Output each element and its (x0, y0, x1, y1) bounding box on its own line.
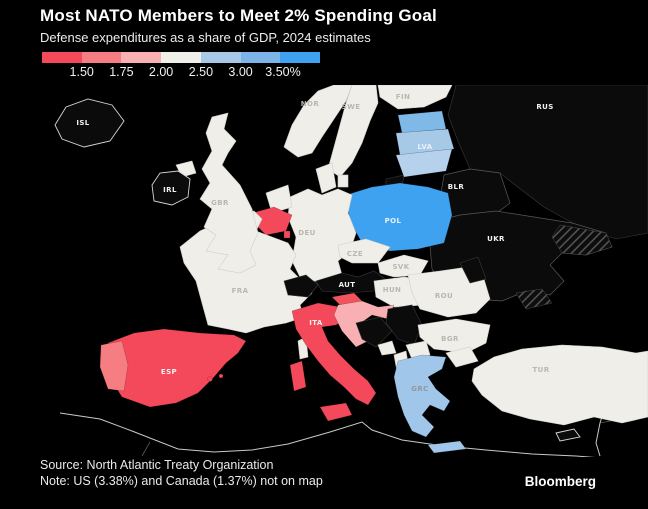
africa-border (141, 441, 151, 457)
legend-tick: 3.50% (265, 65, 301, 79)
country-bosnia (355, 316, 393, 348)
page-subtitle: Defense expenditures as a share of GDP, … (40, 30, 371, 45)
label-greece: GRC (411, 385, 428, 393)
country-norway (283, 85, 353, 158)
legend-tick: 1.75 (109, 65, 134, 79)
label-belarus: BLR (448, 183, 465, 191)
country-denmark (315, 162, 337, 194)
legend-tick: 1.50 (69, 65, 94, 79)
label-russia: RUS (536, 103, 553, 111)
country-portugal (99, 340, 129, 392)
legend-tick: 2.50 (188, 65, 214, 79)
label-finland: FIN (396, 93, 410, 101)
legend-tick: 2.00 (148, 65, 174, 79)
legend-seg-7 (280, 52, 321, 63)
label-austria: AUT (339, 281, 356, 289)
country-russia (447, 85, 648, 240)
source-line: Source: North Atlantic Treaty Organizati… (40, 458, 274, 472)
note-line: Note: US (3.38%) and Canada (1.37%) not … (40, 474, 323, 488)
country-bulgaria (417, 318, 491, 354)
legend-seg-6 (240, 52, 281, 63)
label-ukraine: UKR (487, 235, 505, 243)
ukraine-east-hatch (551, 224, 613, 256)
country-netherlands (265, 184, 293, 214)
label-latvia: LVA (417, 143, 432, 151)
country-greece (393, 354, 451, 438)
label-poland: POL (385, 217, 402, 225)
label-germany: DEU (298, 229, 315, 237)
country-greece-crete (427, 440, 467, 454)
label-czechia: CZE (347, 250, 363, 258)
label-hungary: HUN (383, 286, 402, 294)
label-ireland: IRL (163, 186, 177, 194)
country-north-macedonia (405, 340, 431, 360)
color-scale-legend: 1.50 1.75 2.00 2.50 3.00 3.50% (42, 52, 321, 81)
label-spain: ESP (161, 368, 177, 376)
country-turkey (471, 344, 648, 426)
label-sweden: SWE (342, 103, 361, 111)
country-lithuania (395, 148, 453, 178)
label-romania: ROU (435, 292, 453, 300)
legend-seg-2 (81, 52, 122, 63)
legend-seg-1 (42, 52, 82, 63)
country-denmark-isles (337, 174, 349, 188)
label-iceland: ISL (76, 119, 89, 127)
page-title: Most NATO Members to Meet 2% Spending Go… (40, 6, 437, 25)
country-poland (345, 182, 453, 252)
label-norway: NOR (301, 100, 320, 108)
bloomberg-logo: Bloomberg (524, 474, 596, 489)
legend-tick: 3.00 (228, 65, 253, 79)
footer: Source: North Atlantic Treaty Organizati… (40, 457, 323, 489)
country-italy-sicily (319, 402, 353, 422)
balearic-island (218, 373, 224, 379)
label-slovakia: SVK (392, 263, 409, 271)
europe-choropleth-map: ISL IRL GBR NOR SWE FIN RUS LVA BLR UKR … (0, 85, 648, 457)
label-bulgaria: BGR (441, 335, 459, 343)
country-great-britain (199, 112, 259, 274)
legend-color-bar (42, 52, 321, 63)
country-montenegro (377, 340, 397, 356)
country-luxembourg (283, 230, 291, 239)
country-latvia (395, 128, 455, 156)
country-turkey-thrace (445, 346, 479, 368)
country-iceland (54, 98, 125, 148)
legend-seg-5 (200, 52, 241, 63)
country-estonia (397, 110, 447, 134)
label-great-britain: GBR (211, 199, 229, 207)
country-ireland (151, 170, 191, 206)
country-moldova (459, 256, 487, 284)
country-croatia (333, 300, 395, 348)
country-switzerland (283, 274, 319, 298)
country-sweden (327, 85, 379, 178)
country-cyprus (555, 428, 581, 442)
legend-ticks: 1.50 1.75 2.00 2.50 3.00 3.50% (42, 65, 320, 81)
legend-seg-4 (161, 52, 201, 63)
balearic-island (207, 376, 213, 382)
crimea-hatch (515, 288, 553, 310)
label-france: FRA (232, 287, 249, 295)
legend-seg-3 (121, 52, 162, 63)
label-italy: ITA (309, 319, 323, 327)
country-finland (377, 85, 453, 110)
north-africa-coastline (59, 412, 596, 457)
label-turkey: TUR (532, 366, 549, 374)
chart-header: Most NATO Members to Meet 2% Spending Go… (40, 6, 437, 45)
country-italy-sardinia (289, 360, 307, 392)
